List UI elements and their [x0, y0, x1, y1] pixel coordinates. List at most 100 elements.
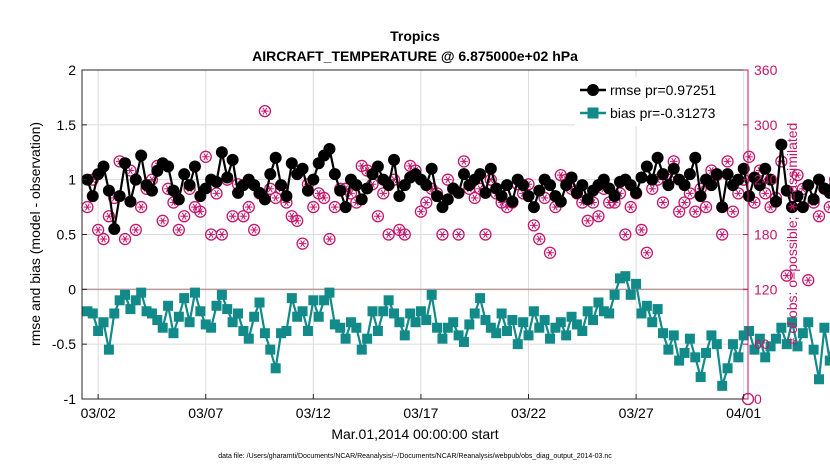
- bias-point: [733, 352, 743, 362]
- chart-title: Tropics: [390, 28, 440, 44]
- bias-point: [556, 317, 566, 327]
- rmse-point: [114, 190, 126, 202]
- bias-point: [647, 317, 657, 327]
- rmse-point: [189, 161, 201, 173]
- y-tick-label-right: 60: [754, 336, 770, 352]
- bias-point: [577, 326, 587, 336]
- bias-point: [99, 317, 109, 327]
- rmse-point: [216, 146, 228, 158]
- bias-point: [819, 323, 829, 333]
- y-tick-label-left: 0.5: [57, 227, 77, 243]
- rmse-point: [474, 168, 486, 180]
- rmse-point: [124, 196, 136, 208]
- rmse-point: [340, 201, 352, 213]
- bias-point: [669, 330, 679, 340]
- bias-point: [459, 337, 469, 347]
- y-tick-label-left: 2: [68, 62, 76, 78]
- rmse-point: [743, 190, 755, 202]
- rmse-point: [770, 196, 782, 208]
- rmse-point: [350, 179, 362, 191]
- bias-point: [357, 345, 367, 355]
- bias-point: [706, 330, 716, 340]
- rmse-point: [184, 179, 196, 191]
- rmse-point: [506, 196, 518, 208]
- rmse-point: [297, 163, 309, 175]
- rmse-point: [119, 157, 131, 169]
- bias-point: [125, 304, 135, 314]
- legend-bias-marker: [588, 108, 599, 119]
- assimilated-point: [815, 213, 823, 220]
- rmse-point: [528, 201, 540, 213]
- bias-point: [497, 308, 507, 318]
- bias-point: [411, 317, 421, 327]
- bias-point: [685, 334, 695, 344]
- bias-point: [104, 345, 114, 355]
- bias-point: [524, 330, 534, 340]
- bias-point: [610, 290, 620, 300]
- rmse-point: [275, 179, 287, 191]
- bias-point: [287, 293, 297, 303]
- rmse-point: [679, 179, 691, 191]
- bias-point: [583, 306, 593, 316]
- bias-point: [168, 328, 178, 338]
- bias-point: [491, 328, 501, 338]
- bias-point: [437, 334, 447, 344]
- bias-point: [588, 315, 598, 325]
- bias-point: [217, 290, 227, 300]
- y-tick-label-right: 120: [754, 281, 778, 297]
- rmse-point: [458, 168, 470, 180]
- bias-point: [626, 290, 636, 300]
- bias-point: [303, 326, 313, 336]
- bias-point: [712, 339, 722, 349]
- bias-point: [341, 334, 351, 344]
- bias-point: [653, 304, 663, 314]
- bias-point: [233, 308, 243, 318]
- rmse-point: [259, 193, 271, 205]
- y-tick-label-right: 300: [754, 117, 778, 133]
- rmse-point: [286, 157, 298, 169]
- bias-point: [351, 323, 361, 333]
- bias-point: [642, 301, 652, 311]
- bias-point: [518, 317, 528, 327]
- bias-point: [475, 293, 485, 303]
- rmse-point: [485, 163, 497, 175]
- rmse-point: [646, 174, 658, 186]
- bias-point: [206, 323, 216, 333]
- rmse-point: [334, 185, 346, 197]
- bias-point: [448, 317, 458, 327]
- bias-point: [545, 334, 555, 344]
- rmse-point: [135, 150, 147, 162]
- y-tick-label-right: 240: [754, 172, 778, 188]
- footer-datafile: data file: /Users/gharamti/Documents/NCA…: [218, 453, 612, 460]
- rmse-point: [442, 193, 454, 205]
- rmse-point: [227, 154, 239, 166]
- y-tick-label-left: 1.5: [57, 117, 77, 133]
- bias-point: [723, 363, 733, 373]
- rmse-point: [802, 179, 814, 191]
- rmse-point: [87, 190, 99, 202]
- rmse-point: [453, 187, 465, 199]
- bias-point: [760, 352, 770, 362]
- rmse-point: [264, 168, 276, 180]
- rmse-point: [162, 161, 174, 173]
- rmse-point: [732, 174, 744, 186]
- bias-point: [281, 326, 291, 336]
- bias-point: [378, 306, 388, 316]
- chart-subtitle: AIRCRAFT_TEMPERATURE @ 6.875000e+02 hPa: [252, 48, 578, 64]
- bias-point: [308, 295, 318, 305]
- rmse-point: [173, 193, 185, 205]
- bias-point: [195, 306, 205, 316]
- bias-point: [717, 381, 727, 391]
- rmse-point: [555, 196, 567, 208]
- bias-point: [335, 323, 345, 333]
- x-tick-label: 03/02: [81, 405, 116, 421]
- rmse-point: [544, 179, 556, 191]
- bias-point: [620, 271, 630, 281]
- rmse-point: [722, 168, 734, 180]
- bias-point: [690, 352, 700, 362]
- rmse-point: [609, 190, 621, 202]
- bias-point: [825, 356, 830, 366]
- bias-point: [540, 315, 550, 325]
